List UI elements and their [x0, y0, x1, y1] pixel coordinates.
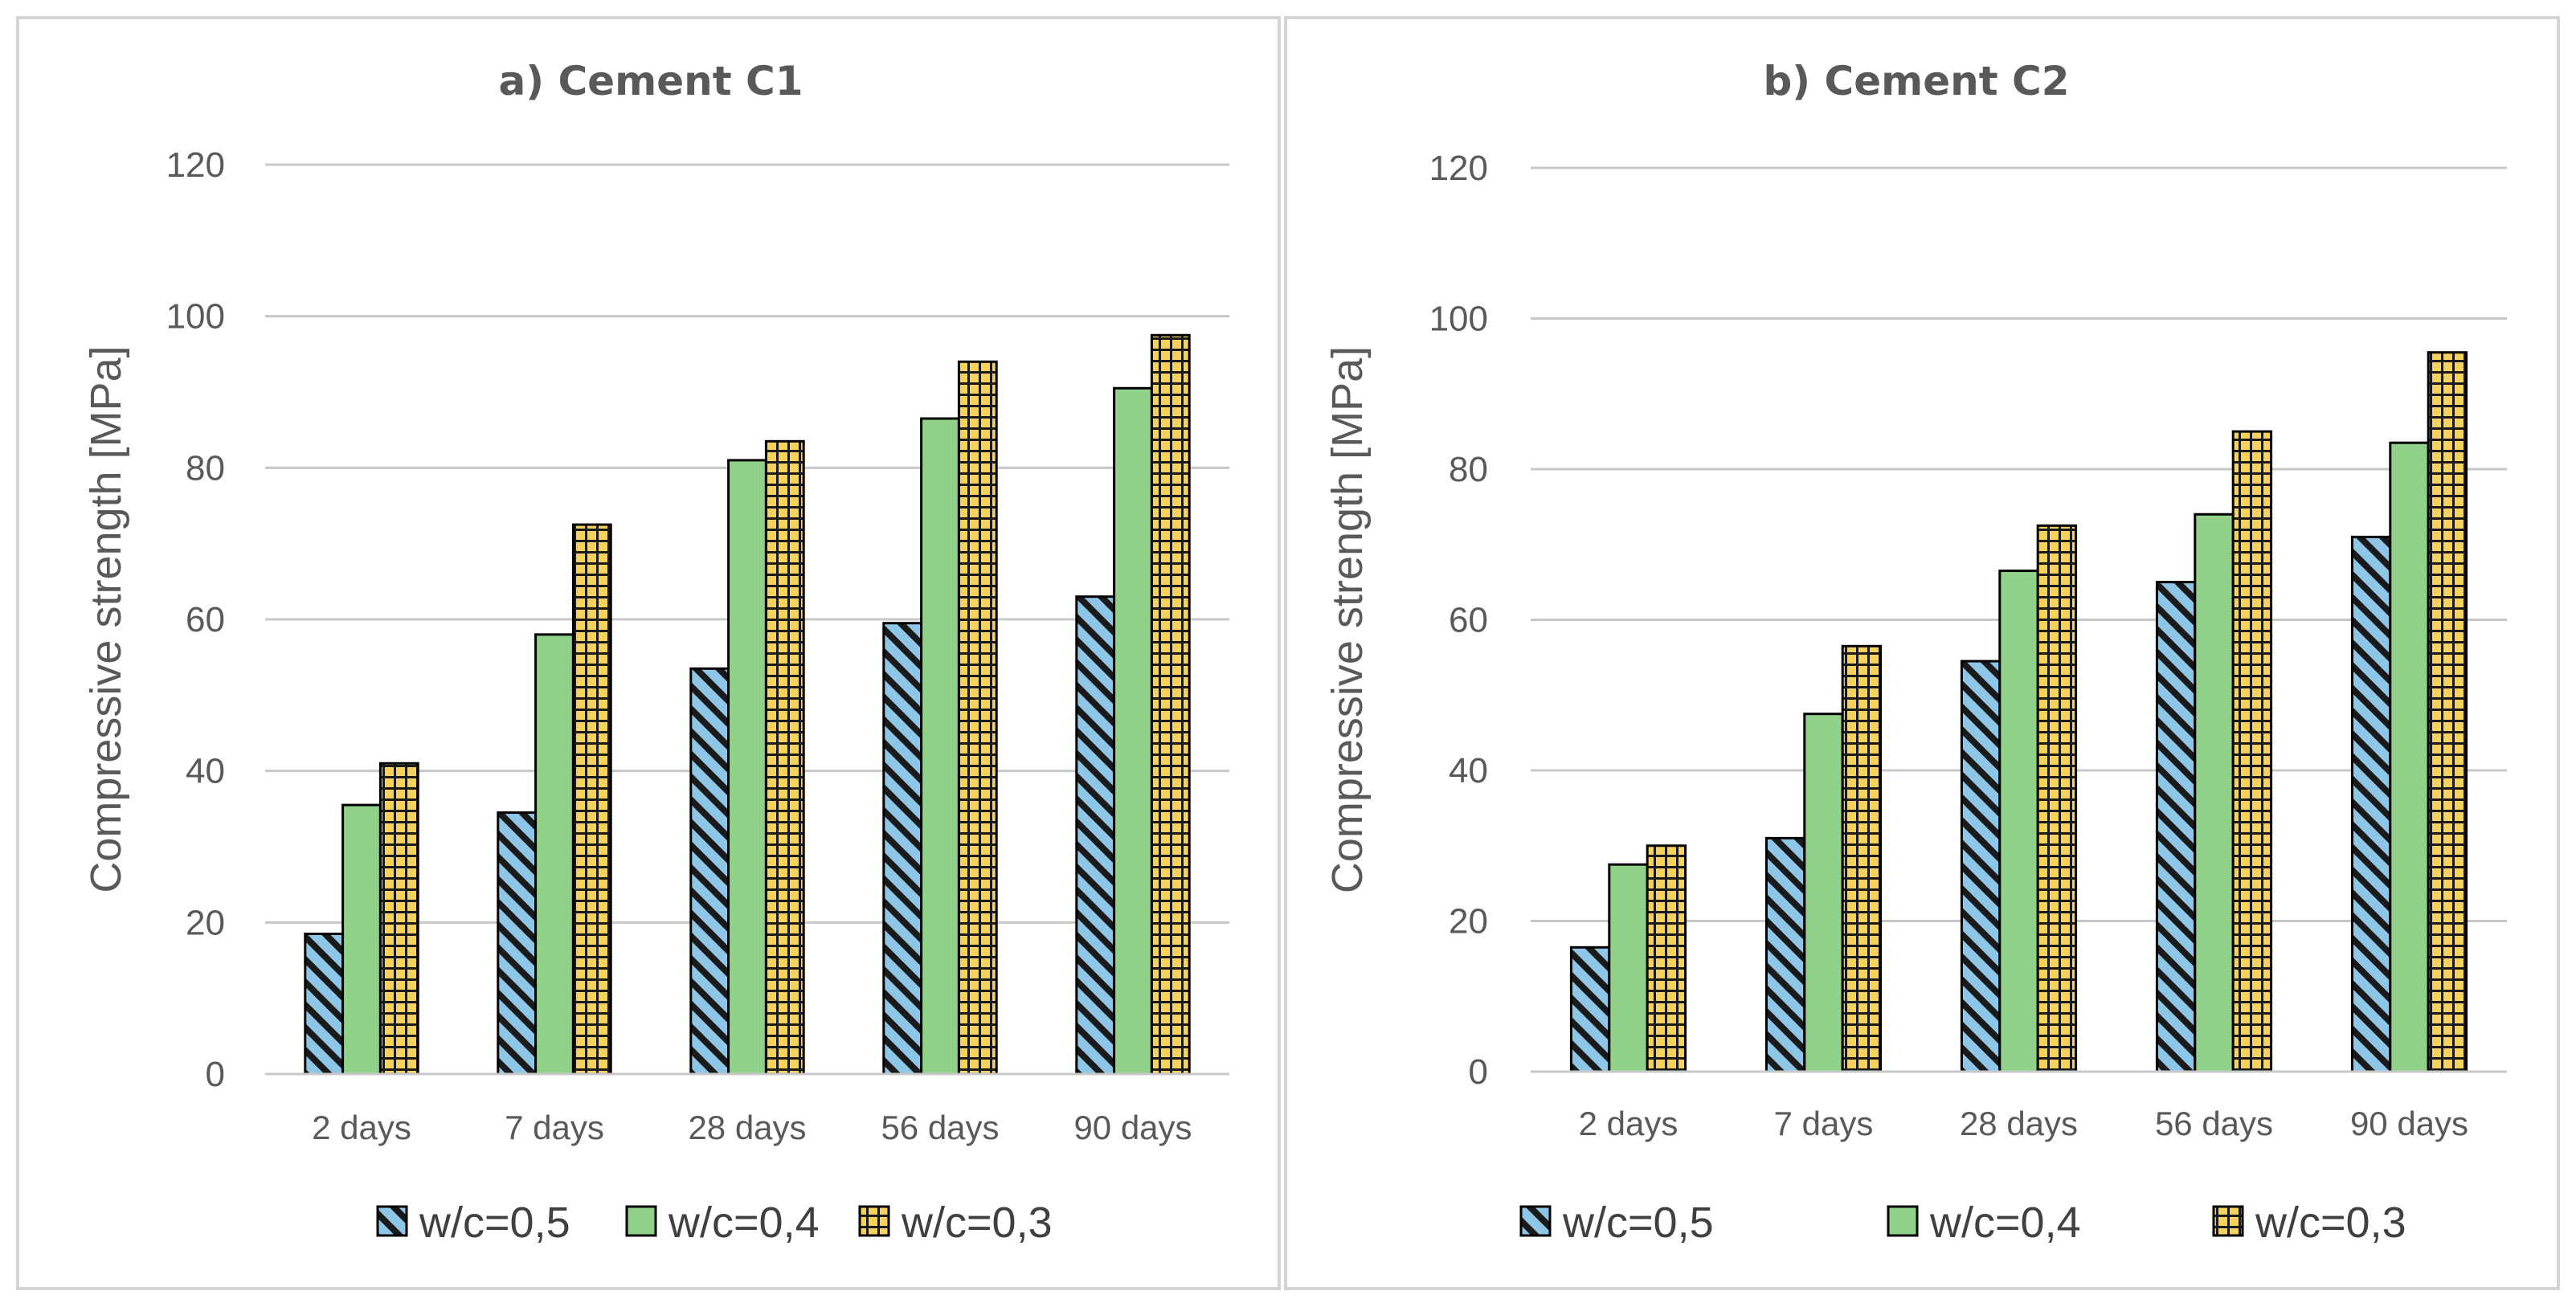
bar: [378, 762, 419, 1076]
y-axis-label: Compressive strength [MPa]: [82, 345, 130, 892]
legend-label: w/c=0,4: [668, 1199, 820, 1247]
bar: [920, 417, 960, 1076]
x-tick-label: 56 days: [2155, 1105, 2273, 1142]
bar: [2350, 535, 2392, 1073]
bar: [1075, 595, 1116, 1076]
legend-label: w/c=0,5: [419, 1199, 570, 1247]
legend-swatch: [625, 1205, 657, 1237]
bar: [957, 360, 998, 1076]
x-tick-label: 56 days: [881, 1109, 999, 1146]
x-tick-label: 28 days: [688, 1109, 806, 1146]
y-axis-label: Compressive strength [MPa]: [1323, 346, 1372, 893]
x-tick-label: 7 days: [505, 1109, 604, 1146]
bar: [1569, 946, 1611, 1073]
y-tick-label: 120: [166, 145, 225, 185]
chart-title: a) Cement C1: [498, 58, 803, 104]
y-tick-label: 20: [186, 903, 225, 942]
chart-title: b) Cement C2: [1763, 58, 2069, 104]
legend-swatch: [858, 1205, 890, 1237]
bar: [2036, 524, 2078, 1073]
bar: [2389, 441, 2430, 1073]
legend-swatch: [1519, 1205, 1552, 1237]
legend-label: w/c=0,5: [1562, 1199, 1714, 1247]
bar: [304, 932, 345, 1076]
legend-swatch: [1887, 1205, 1919, 1237]
legend-label: w/c=0,3: [901, 1199, 1053, 1247]
chart-panel-b: [1284, 16, 2560, 1290]
chart-b: b) Cement C2 0 20 40 60 80 100 120 Compressive s…: [1323, 58, 2507, 1247]
y-tick-label: 80: [1449, 450, 1488, 489]
x-tick-label: 90 days: [2350, 1105, 2468, 1142]
x-tick-label: 7 days: [1774, 1105, 1874, 1142]
x-tick-label: 2 days: [312, 1109, 411, 1146]
legend-swatch: [376, 1205, 408, 1237]
chart-a: a) Cement C1 0 20 40 60 80 100 120 Compressive s…: [82, 58, 1229, 1247]
bar: [1113, 386, 1153, 1076]
y-tick-label: 40: [1449, 751, 1488, 790]
x-tick-label: 90 days: [1073, 1109, 1192, 1146]
bar: [2194, 513, 2235, 1073]
bar: [341, 803, 382, 1076]
bar: [571, 523, 612, 1076]
x-tick-label: 2 days: [1579, 1105, 1678, 1142]
y-tick-label: 60: [186, 600, 225, 639]
bar: [764, 439, 805, 1076]
chart-panel-a: [16, 16, 1281, 1290]
bar: [1764, 836, 1806, 1073]
bar: [2427, 351, 2468, 1073]
y-tick-label: 20: [1449, 902, 1488, 941]
bar: [689, 667, 730, 1076]
legend-swatch: [2212, 1205, 2244, 1237]
y-tick-label: 80: [186, 448, 225, 488]
bar: [1803, 713, 1844, 1073]
y-tick-label: 120: [1429, 149, 1488, 188]
y-tick-label: 100: [1429, 300, 1488, 339]
y-tick-label: 100: [166, 297, 225, 337]
y-tick-label: 60: [1449, 601, 1488, 640]
bar: [1150, 333, 1191, 1076]
y-tick-label: 0: [1469, 1052, 1488, 1092]
y-tick-label: 0: [206, 1055, 225, 1094]
bar: [497, 811, 538, 1076]
bar: [1841, 644, 1883, 1073]
bar: [1960, 660, 2002, 1073]
bar: [727, 459, 767, 1076]
bar: [1998, 570, 2039, 1073]
bar: [2155, 581, 2197, 1073]
bar: [882, 622, 923, 1076]
bar: [2231, 430, 2273, 1073]
x-tick-label: 28 days: [1960, 1105, 2078, 1142]
bar: [534, 633, 574, 1076]
legend-label: w/c=0,4: [1929, 1199, 2081, 1247]
bar: [1646, 844, 1687, 1073]
legend-label: w/c=0,3: [2255, 1199, 2406, 1247]
bar: [1608, 863, 1649, 1073]
y-tick-label: 40: [186, 752, 225, 791]
